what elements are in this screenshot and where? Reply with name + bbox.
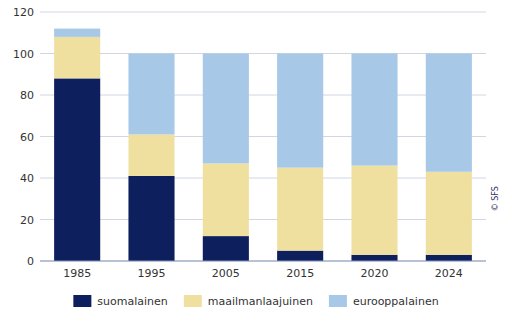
grid-line <box>40 136 486 137</box>
legend-item: eurooppalainen <box>329 295 439 308</box>
bar <box>426 54 472 172</box>
y-tick-label: 80 <box>20 89 34 102</box>
x-tick-label: 2020 <box>361 267 389 280</box>
grid <box>40 12 486 261</box>
legend-label: suomalainen <box>97 295 167 308</box>
bar <box>351 54 397 166</box>
grid-line <box>40 12 486 13</box>
bars <box>54 29 472 261</box>
bar <box>277 54 323 168</box>
bar <box>128 54 174 135</box>
x-axis-line <box>40 261 486 262</box>
grid-line <box>40 219 486 220</box>
y-tick-label: 20 <box>20 214 34 227</box>
y-tick-label: 120 <box>13 6 34 19</box>
chart-container: 0 20 40 60 80 100 120 1985 1995 2005 2015 2020 2024 ©… <box>0 0 512 327</box>
legend-swatch <box>184 295 202 307</box>
legend-label: eurooppalainen <box>353 295 439 308</box>
x-tick-label: 2005 <box>212 267 240 280</box>
x-tick-label: 1985 <box>63 267 91 280</box>
grid-line <box>40 53 486 54</box>
annotation: © SFS <box>491 186 500 211</box>
x-tick-label: 1995 <box>138 267 166 280</box>
grid-line <box>40 261 486 262</box>
chart-svg: 0 20 40 60 80 100 120 1985 1995 2005 2015 2020 2024 ©… <box>0 0 512 327</box>
y-tick-label: 60 <box>20 131 34 144</box>
legend-label: maailmanlaajuinen <box>208 295 313 308</box>
grid-line <box>40 178 486 179</box>
bar <box>277 251 323 261</box>
y-tick-label: 100 <box>13 48 34 61</box>
bar <box>54 37 100 79</box>
bar <box>426 172 472 255</box>
grid-line <box>40 95 486 96</box>
legend-swatch <box>329 295 347 307</box>
legend: suomalainen maailmanlaajuinen eurooppalain… <box>73 295 438 308</box>
y-tick-label: 40 <box>20 172 34 185</box>
bar <box>54 29 100 37</box>
bar <box>128 176 174 261</box>
bar <box>203 163 249 236</box>
bar <box>351 166 397 255</box>
bar <box>54 78 100 261</box>
x-tick-label: 2015 <box>286 267 314 280</box>
legend-item: suomalainen <box>73 295 167 308</box>
bar <box>203 236 249 261</box>
bar <box>128 134 174 176</box>
x-tick-label: 2024 <box>435 267 463 280</box>
legend-item: maailmanlaajuinen <box>184 295 313 308</box>
legend-swatch <box>73 295 91 307</box>
bar <box>351 255 397 261</box>
bar <box>426 255 472 261</box>
bar <box>203 54 249 164</box>
bar <box>277 168 323 251</box>
y-tick-label: 0 <box>27 255 34 268</box>
